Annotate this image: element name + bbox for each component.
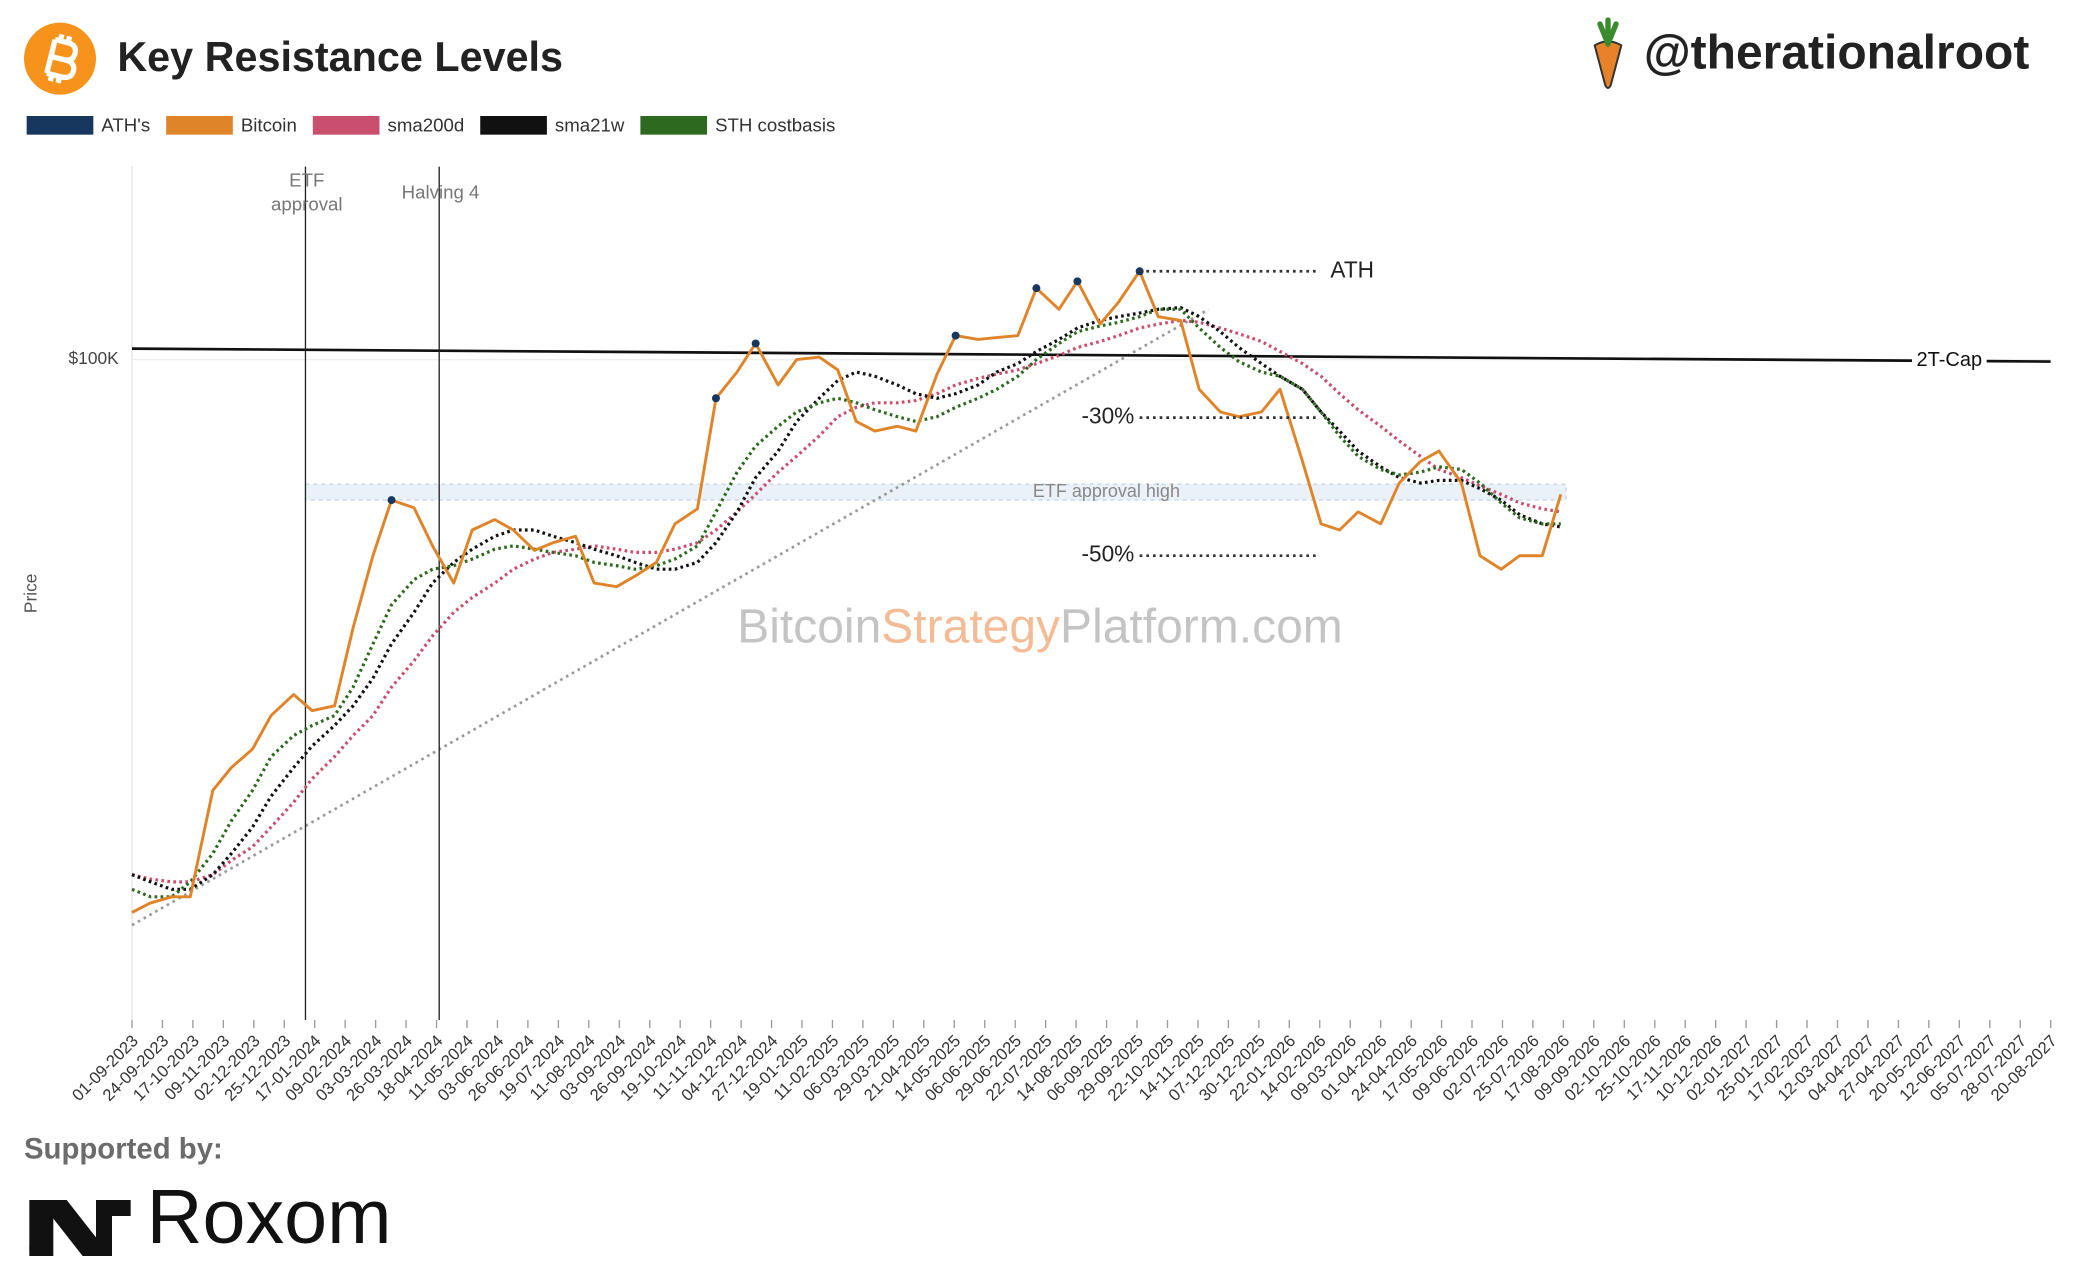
y-axis-label: Price xyxy=(21,574,41,613)
event-label: Halving 4 xyxy=(402,181,480,202)
legend-swatch xyxy=(640,116,708,135)
legend-label: sma200d xyxy=(387,115,464,136)
series-line xyxy=(131,305,1562,891)
handle: @therationalroot xyxy=(1644,27,2029,80)
legend-label: Bitcoin xyxy=(241,115,297,136)
trendline xyxy=(131,308,1210,927)
legend-label: ATH's xyxy=(101,115,150,136)
ath-marker xyxy=(751,339,760,348)
legend-swatch xyxy=(312,116,380,135)
event-label: approval xyxy=(271,193,343,214)
legend-swatch xyxy=(166,116,233,135)
band xyxy=(304,483,1567,501)
roxom-logo xyxy=(29,1200,131,1256)
carrot-logo xyxy=(1593,17,1623,89)
legend-label: sma21w xyxy=(555,115,625,136)
supported-by: Supported by: xyxy=(24,1132,223,1165)
ath-marker xyxy=(951,331,960,340)
ath-marker xyxy=(1032,284,1041,293)
watermark-part: Platform.com xyxy=(1060,600,1343,653)
legend-label: STH costbasis xyxy=(715,115,835,136)
cap-label: 2T-Cap xyxy=(1917,349,1983,371)
legend-swatch xyxy=(26,116,94,135)
ath-marker xyxy=(711,394,720,403)
band-label: ETF approval high xyxy=(1033,481,1180,501)
series-line xyxy=(131,269,1563,914)
level-label: ATH xyxy=(1330,256,1374,282)
level-label: -50% xyxy=(1081,541,1134,567)
ath-marker xyxy=(1073,277,1082,286)
y-tick-label: $100K xyxy=(69,348,120,368)
bitcoin-logo xyxy=(24,22,96,95)
sponsor: Roxom xyxy=(147,1174,392,1260)
cap-label-bg xyxy=(1912,350,1987,372)
event-label: ETF xyxy=(289,169,324,190)
watermark-part: Strategy xyxy=(881,600,1060,653)
legend-swatch xyxy=(480,116,547,135)
chart-title: Key Resistance Levels xyxy=(117,34,563,80)
ath-marker xyxy=(387,496,396,505)
cap-line xyxy=(131,347,2051,363)
level-label: -30% xyxy=(1081,403,1134,429)
watermark-part: Bitcoin xyxy=(737,600,881,653)
watermark: BitcoinStrategyPlatform.com xyxy=(737,600,1343,653)
